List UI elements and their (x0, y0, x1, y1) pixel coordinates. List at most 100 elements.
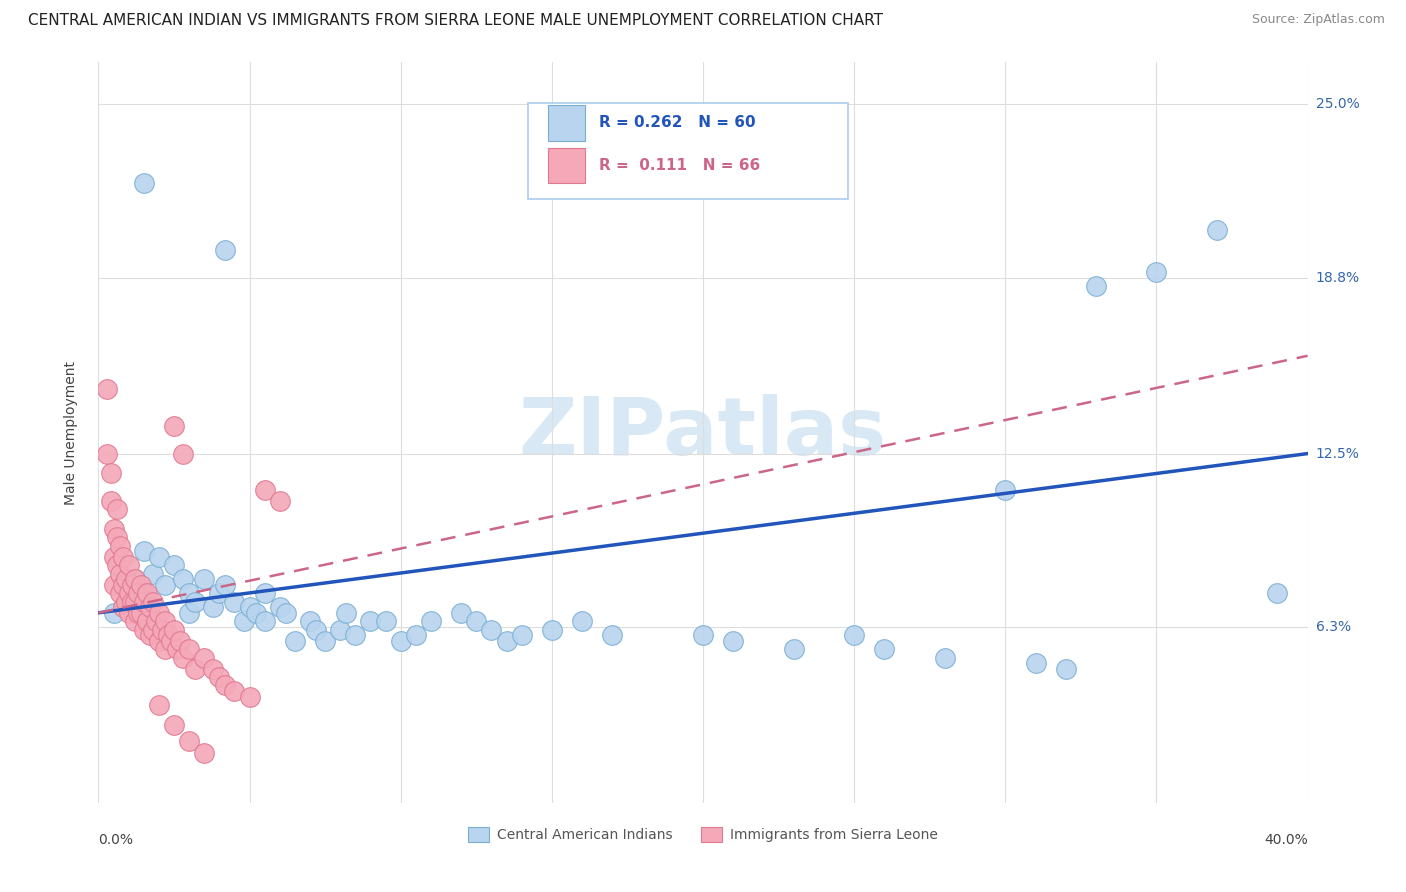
Point (145, 614, 167, 628)
Point (374, 614, 396, 628)
Text: CENTRAL AMERICAN INDIAN VS IMMIGRANTS FROM SIERRA LEONE MALE UNEMPLOYMENT CORREL: CENTRAL AMERICAN INDIAN VS IMMIGRANTS FR… (28, 13, 883, 29)
Point (214, 243, 236, 257)
Point (135, 586, 157, 600)
Point (132, 586, 155, 600)
Point (139, 600, 162, 615)
Point (420, 614, 443, 628)
Point (873, 642, 896, 657)
Text: 6.3%: 6.3% (1316, 620, 1351, 634)
Point (184, 594, 207, 608)
Point (208, 670, 231, 684)
Point (124, 572, 146, 586)
Point (124, 572, 146, 586)
Point (335, 606, 357, 620)
Point (314, 633, 336, 648)
Point (163, 418, 186, 433)
Point (172, 650, 194, 665)
Point (129, 606, 152, 620)
Point (127, 586, 149, 600)
Point (844, 628, 866, 642)
Point (405, 628, 427, 642)
Point (232, 614, 254, 628)
Point (132, 623, 155, 637)
Text: 12.5%: 12.5% (1316, 447, 1360, 460)
Point (142, 566, 165, 581)
Point (450, 606, 472, 620)
Point (193, 572, 215, 586)
Point (105, 530, 128, 544)
Point (118, 586, 141, 600)
Point (118, 558, 141, 573)
Point (389, 633, 412, 648)
Point (153, 614, 176, 628)
Point (103, 578, 125, 592)
Point (127, 606, 149, 620)
Point (148, 698, 170, 712)
Point (129, 578, 152, 592)
Point (114, 572, 136, 586)
Text: 25.0%: 25.0% (1316, 97, 1360, 112)
Text: 40.0%: 40.0% (1264, 833, 1308, 847)
Point (148, 549, 170, 564)
Point (208, 586, 231, 600)
Point (1267, 586, 1289, 600)
Point (274, 606, 297, 620)
Point (214, 578, 236, 592)
Point (510, 628, 533, 642)
Point (139, 628, 162, 642)
Point (103, 606, 125, 620)
Point (163, 717, 186, 731)
Point (105, 558, 128, 573)
Point (299, 614, 322, 628)
Point (224, 594, 246, 608)
Point (783, 642, 806, 657)
Point (1024, 656, 1046, 670)
Text: Source: ZipAtlas.com: Source: ZipAtlas.com (1251, 13, 1385, 27)
Point (166, 642, 188, 657)
Point (1206, 223, 1229, 237)
Point (571, 614, 593, 628)
Point (111, 578, 134, 592)
Point (284, 633, 307, 648)
Point (214, 678, 236, 692)
Point (132, 544, 155, 558)
Point (1085, 279, 1108, 293)
Point (169, 633, 191, 648)
Point (495, 633, 517, 648)
Point (193, 746, 215, 760)
Point (148, 633, 170, 648)
Point (360, 614, 382, 628)
Point (96, 382, 118, 396)
FancyBboxPatch shape (548, 148, 585, 183)
Point (1144, 265, 1167, 279)
Point (602, 628, 624, 642)
Point (142, 623, 165, 637)
Point (108, 539, 131, 553)
Point (153, 578, 176, 592)
Point (224, 684, 246, 698)
Point (179, 734, 201, 748)
Point (142, 594, 165, 608)
Point (105, 502, 128, 516)
Point (103, 522, 125, 536)
Point (305, 623, 328, 637)
Point (184, 662, 207, 676)
Text: ZIPatlas: ZIPatlas (519, 393, 887, 472)
Point (179, 606, 201, 620)
Point (111, 549, 134, 564)
Point (100, 494, 122, 508)
Point (124, 594, 146, 608)
Point (329, 623, 352, 637)
FancyBboxPatch shape (527, 103, 848, 200)
Point (132, 176, 155, 190)
Point (994, 483, 1017, 497)
Point (253, 483, 276, 497)
Point (239, 690, 262, 704)
Point (202, 600, 225, 615)
Legend: Central American Indians, Immigrants from Sierra Leone: Central American Indians, Immigrants fro… (463, 822, 943, 847)
Point (108, 566, 131, 581)
Point (100, 466, 122, 480)
Point (148, 606, 170, 620)
Point (163, 558, 186, 573)
Point (114, 594, 136, 608)
